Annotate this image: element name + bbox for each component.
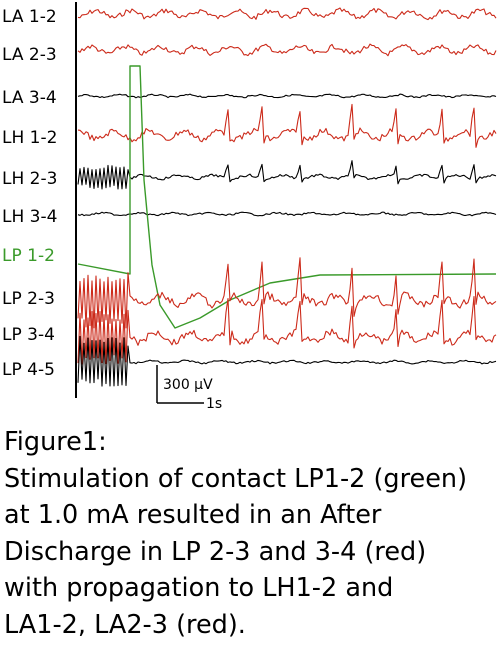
scale-time-label: 1s <box>206 396 222 412</box>
scale-bar: 300 µV 1s <box>156 365 222 412</box>
caption-line: at 1.0 mA resulted in an After <box>4 500 382 530</box>
caption-line: Figure1: <box>4 427 107 457</box>
channel-label: LA 3-4 <box>2 88 57 108</box>
channel-label: LP 1-2 <box>2 246 55 266</box>
eeg-trace-lh-2-3 <box>77 160 497 190</box>
channel-label: LH 2-3 <box>2 169 57 189</box>
eeg-trace-la-2-3 <box>77 43 497 57</box>
channel-label: LP 3-4 <box>2 325 55 345</box>
channel-label: LP 4-5 <box>2 360 55 380</box>
eeg-trace-lh-3-4 <box>77 211 497 217</box>
caption-line: Stimulation of contact LP1-2 (green) <box>4 463 468 494</box>
channel-label: LH 3-4 <box>2 207 57 227</box>
eeg-trace-lp-2-3 <box>77 257 497 329</box>
caption-line: Discharge in LP 2-3 and 3-4 (red) <box>4 536 427 567</box>
eeg-traces <box>75 2 497 398</box>
eeg-trace-la-1-2 <box>77 7 497 21</box>
eeg-figure: LA 1-2 LA 2-3 LA 3-4 LH 1-2 LH 2-3 LH 3-4 LP 1… <box>2 2 497 412</box>
scale-amplitude-label: 300 µV <box>163 377 213 393</box>
figure-caption: Figure1: Stimulation of contact LP1-2 (g… <box>4 424 496 643</box>
eeg-trace-lh-1-2 <box>77 103 497 148</box>
caption-line: LA1-2, LA2-3 (red). <box>4 609 246 640</box>
channel-label: LP 2-3 <box>2 289 55 309</box>
channel-labels: LA 1-2 LA 2-3 LA 3-4 LH 1-2 LH 2-3 LH 3-4 LP 1… <box>2 7 57 380</box>
eeg-trace-lp-1-2 <box>77 65 497 329</box>
caption-line: with propagation to LH1-2 and <box>4 573 394 603</box>
channel-label: LA 1-2 <box>2 7 57 27</box>
eeg-trace-lp-3-4 <box>77 296 497 365</box>
channel-label: LH 1-2 <box>2 128 57 148</box>
channel-label: LA 2-3 <box>2 45 57 65</box>
eeg-trace-lp-4-5 <box>77 335 497 387</box>
eeg-trace-la-3-4 <box>77 93 497 99</box>
